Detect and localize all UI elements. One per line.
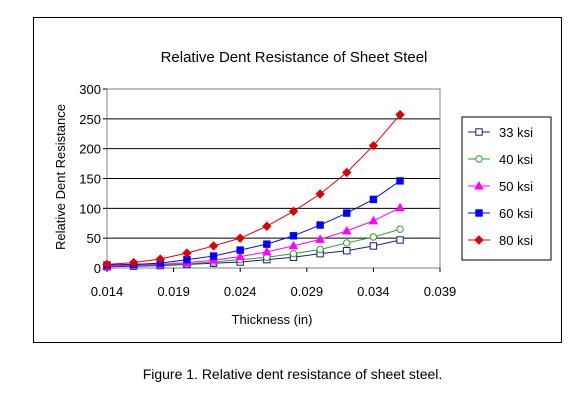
data-point xyxy=(155,254,165,264)
data-point xyxy=(342,167,352,178)
data-point xyxy=(396,236,404,244)
x-tick-label: 0.034 xyxy=(357,284,390,299)
y-axis-ticks: 0 50 100 150 200 250 300 xyxy=(79,82,107,276)
legend-marker xyxy=(475,155,483,163)
data-point xyxy=(289,249,298,258)
x-tick-label: 0.029 xyxy=(291,284,324,299)
x-axis-label: Thickness (in) xyxy=(232,312,313,327)
data-point xyxy=(343,209,351,217)
y-axis-label: Relative Dent Resistance xyxy=(53,104,68,250)
series-80-ksi xyxy=(102,109,405,270)
data-point xyxy=(102,259,112,270)
y-tick-label: 0 xyxy=(94,261,101,276)
data-point xyxy=(316,221,324,229)
data-point xyxy=(341,225,352,235)
legend-label: 50 ksi xyxy=(499,179,533,194)
legend-item: 50 ksi xyxy=(468,179,533,194)
data-point xyxy=(262,221,272,231)
series-layer xyxy=(102,109,405,271)
data-point xyxy=(235,233,245,243)
legend-item: 60 ksi xyxy=(468,206,533,221)
data-point xyxy=(316,245,324,254)
series-line xyxy=(106,239,401,268)
y-tick-label: 50 xyxy=(87,231,101,246)
data-point xyxy=(343,246,351,255)
legend-label: 33 ksi xyxy=(499,125,533,140)
y-tick-label: 100 xyxy=(79,201,101,216)
data-point xyxy=(209,252,218,260)
data-point xyxy=(263,240,271,248)
data-point xyxy=(315,189,325,199)
legend-label: 60 ksi xyxy=(499,206,533,221)
figure-caption: Figure 1. Relative dent resistance of sh… xyxy=(142,366,443,382)
legend-label: 80 ksi xyxy=(499,233,533,248)
legend-marker xyxy=(475,209,483,217)
legend-marker xyxy=(475,128,483,136)
legend-item: 40 ksi xyxy=(468,152,533,167)
data-point xyxy=(369,195,378,204)
gridlines xyxy=(107,88,440,239)
chart-title: Relative Dent Resistance of Sheet Steel xyxy=(161,49,428,66)
data-point xyxy=(235,251,246,261)
data-point xyxy=(395,109,405,120)
data-point xyxy=(396,177,404,185)
x-tick-label: 0.024 xyxy=(224,284,257,299)
x-tick-label: 0.019 xyxy=(157,284,190,299)
legend-item: 80 ksi xyxy=(468,233,533,248)
legend-label: 40 ksi xyxy=(499,152,533,167)
x-tick-label: 0.039 xyxy=(424,284,457,299)
data-point xyxy=(315,234,325,243)
data-point xyxy=(261,246,272,256)
series-50-ksi xyxy=(102,202,405,270)
y-tick-label: 200 xyxy=(79,142,101,157)
data-point xyxy=(368,140,379,151)
data-point xyxy=(236,246,244,254)
series-line xyxy=(106,228,401,267)
y-tick-label: 300 xyxy=(79,82,101,97)
legend-marker xyxy=(474,180,484,190)
data-point xyxy=(396,225,404,233)
legend: 33 ksi 40 ksi 50 ksi 60 ksi 80 ksi xyxy=(461,116,552,261)
data-point xyxy=(343,239,351,247)
data-point xyxy=(128,257,139,268)
data-point xyxy=(289,232,298,240)
data-point xyxy=(288,240,299,250)
x-tick-label: 0.014 xyxy=(91,284,124,299)
x-axis-ticks: 0.014 0.019 0.024 0.029 0.034 0.039 xyxy=(91,268,457,299)
data-point xyxy=(288,206,299,217)
y-tick-label: 250 xyxy=(79,112,101,127)
series-line xyxy=(106,207,401,267)
data-point xyxy=(182,248,192,258)
data-point xyxy=(369,233,378,241)
legend-marker xyxy=(474,235,484,245)
legend-item: 33 ksi xyxy=(468,125,533,140)
data-point xyxy=(369,242,378,250)
series-line xyxy=(106,180,401,266)
data-point xyxy=(395,202,405,212)
y-tick-label: 150 xyxy=(79,172,101,187)
data-point xyxy=(208,241,219,251)
data-point xyxy=(368,215,379,225)
series-line xyxy=(106,114,401,265)
